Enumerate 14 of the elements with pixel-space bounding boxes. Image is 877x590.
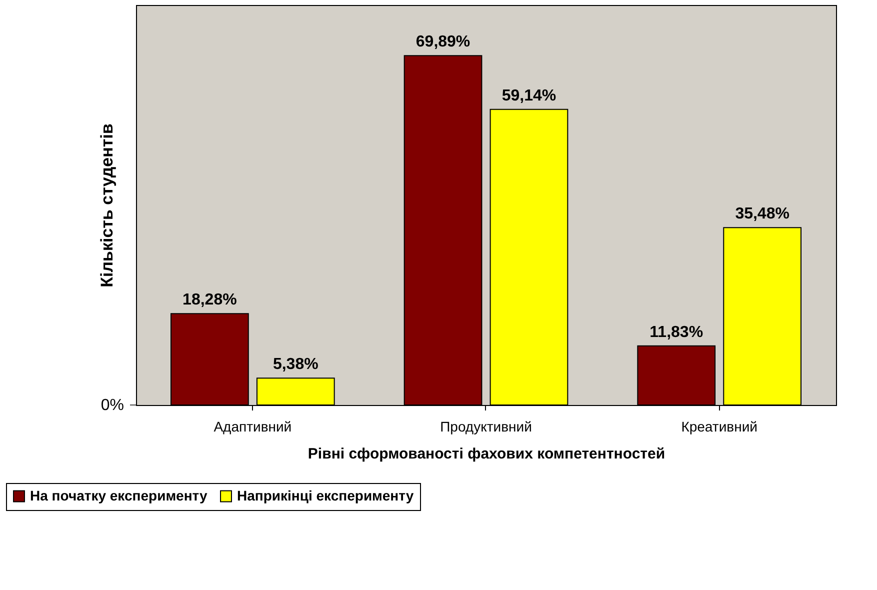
data-label: 69,89% <box>416 34 470 51</box>
text: 0% <box>100 397 124 414</box>
data-label: 5,38% <box>272 356 318 374</box>
legend-label: Наприкінці експерименту <box>237 487 414 504</box>
x-tick-label: Продуктивний <box>440 418 532 434</box>
x-tick-label: Креативний <box>681 418 758 434</box>
legend-label: На початку експерименту <box>30 487 208 504</box>
x-axis-title: Рівні сформованості фахових компетентностей <box>308 446 666 462</box>
data-label: 18,28% <box>182 292 237 309</box>
data-label: 35,48% <box>735 206 790 223</box>
data-label: 11,83% <box>650 324 704 341</box>
data-label: 59,14% <box>502 87 556 104</box>
x-tick-label: Адаптивний <box>214 418 292 434</box>
y-axis-title: Кількість студентів <box>98 124 116 288</box>
